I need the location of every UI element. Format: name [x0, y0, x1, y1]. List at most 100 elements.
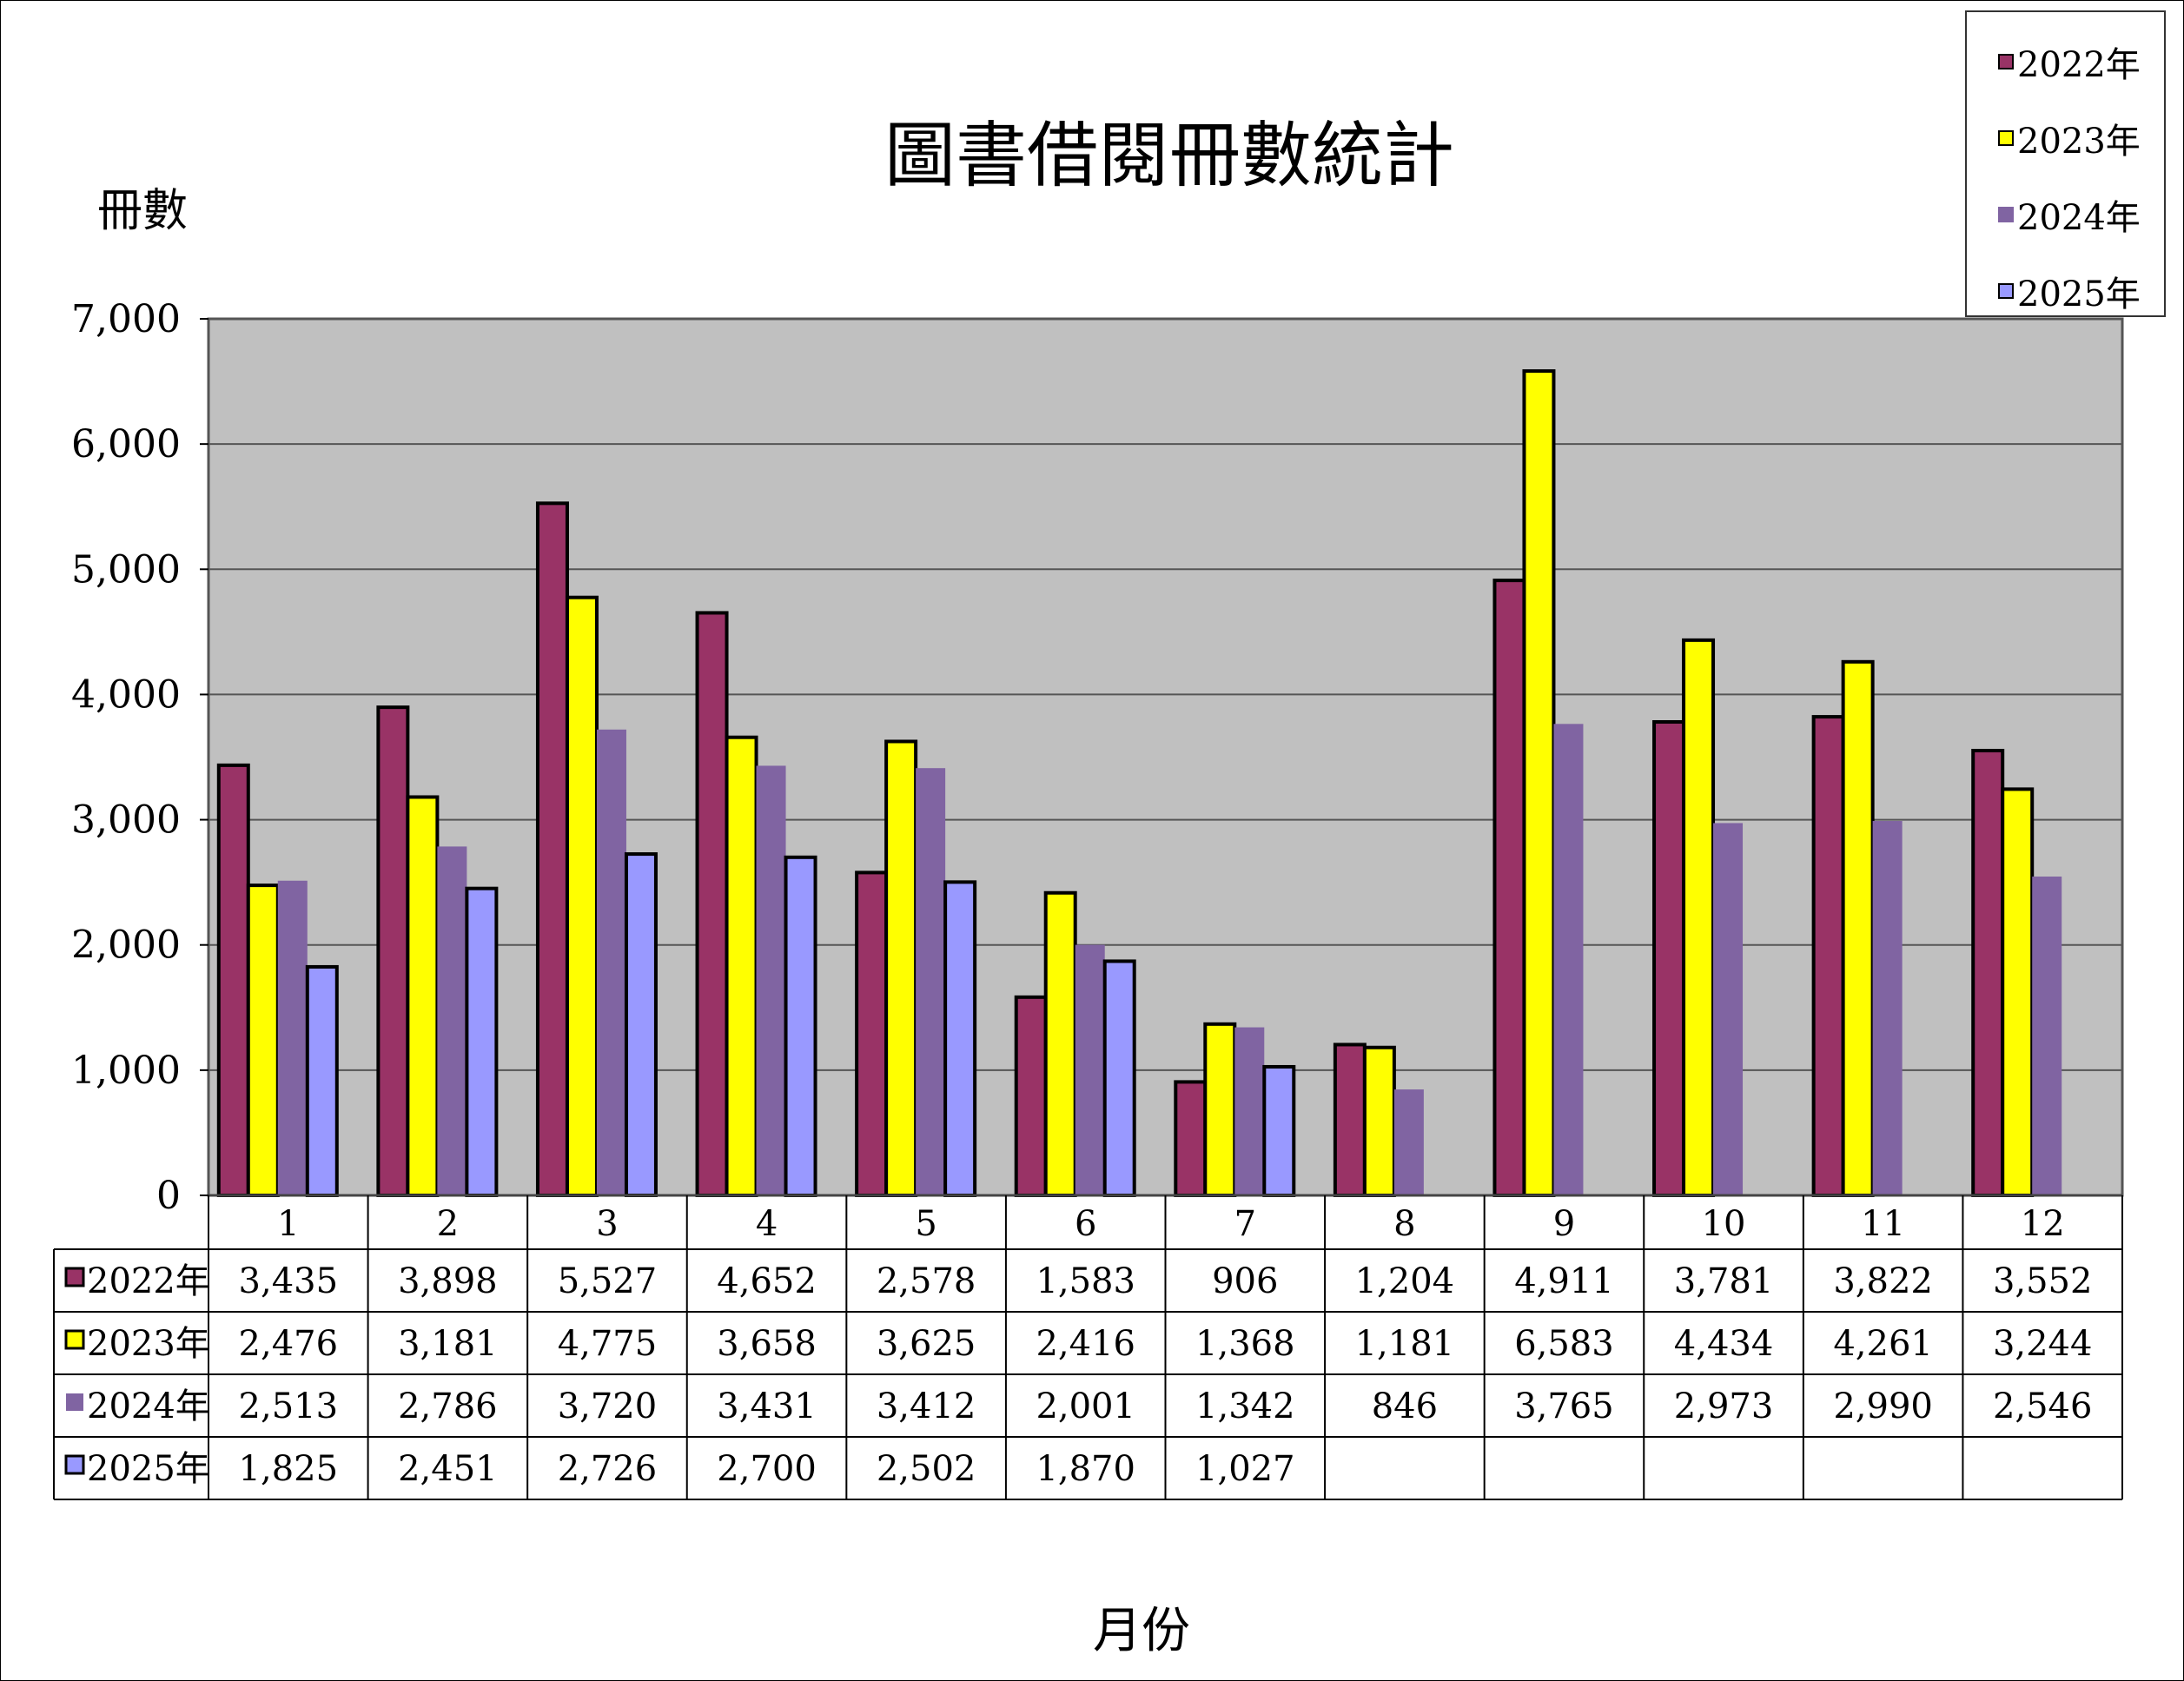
data-label: 3,898 — [398, 1261, 498, 1301]
data-label: 2,578 — [877, 1261, 976, 1301]
y-tick-label: 0 — [156, 1174, 181, 1218]
legend-label-2024: 2024年 — [2017, 198, 2141, 238]
bar-2024年-9 — [1553, 724, 1584, 1195]
y-tick-label: 1,000 — [71, 1049, 181, 1093]
table-series-label: 2024年 — [87, 1386, 210, 1426]
bar-2025年-5 — [943, 880, 977, 1197]
bar-2023年-1 — [246, 884, 280, 1197]
legend-swatch-2023 — [1998, 130, 2014, 146]
bar-2022年-4 — [695, 611, 729, 1197]
y-axis-label: 冊數 — [97, 185, 189, 237]
data-label: 1,027 — [1195, 1449, 1295, 1489]
table-series-label: 2025年 — [87, 1449, 210, 1489]
bar-2023年-6 — [1043, 890, 1077, 1197]
x-tick-label: 3 — [596, 1204, 618, 1244]
bar-2023年-2 — [406, 795, 440, 1197]
data-label: 2,416 — [1036, 1324, 1135, 1364]
data-label: 1,368 — [1195, 1324, 1295, 1364]
x-tick-label: 4 — [756, 1204, 778, 1244]
data-label: 3,435 — [239, 1261, 339, 1301]
bar-2024年-1 — [277, 880, 308, 1195]
x-tick-label: 6 — [1075, 1204, 1096, 1244]
data-label: 4,652 — [717, 1261, 817, 1301]
data-label: 906 — [1212, 1261, 1278, 1301]
x-tick-label: 1 — [277, 1204, 299, 1244]
x-tick-label: 9 — [1553, 1204, 1575, 1244]
data-label: 2,990 — [1833, 1386, 1933, 1426]
y-tick-label: 6,000 — [71, 422, 181, 467]
bar-2022年-12 — [1971, 749, 2005, 1197]
data-label: 5,527 — [558, 1261, 658, 1301]
x-axis-label: 月份 — [1093, 1603, 1190, 1659]
data-label: 1,204 — [1355, 1261, 1455, 1301]
data-label: 2,726 — [558, 1449, 658, 1489]
data-label: 2,786 — [398, 1386, 498, 1426]
legend-swatch-2024 — [1998, 207, 2014, 222]
bar-2023年-12 — [2001, 787, 2035, 1197]
bar-2022年-7 — [1174, 1080, 1208, 1198]
table-series-label: 2023年 — [87, 1324, 210, 1364]
data-label: 846 — [1372, 1386, 1438, 1426]
bar-2024年-5 — [916, 768, 946, 1195]
bar-2022年-1 — [216, 763, 250, 1197]
data-label: 3,822 — [1833, 1261, 1933, 1301]
legend-label-2022: 2022年 — [2017, 45, 2141, 85]
data-label: 4,911 — [1514, 1261, 1614, 1301]
x-tick-label: 7 — [1234, 1204, 1256, 1244]
data-label: 3,412 — [877, 1386, 976, 1426]
data-label: 3,781 — [1674, 1261, 1774, 1301]
data-label: 3,181 — [398, 1324, 498, 1364]
bar-2023年-8 — [1362, 1045, 1396, 1198]
bar-2025年-3 — [624, 852, 658, 1198]
bar-2023年-7 — [1203, 1022, 1237, 1198]
legend: 2022年 2023年 2024年 2025年 — [1965, 10, 2166, 317]
data-label: 1,870 — [1036, 1449, 1135, 1489]
bar-2023年-11 — [1841, 659, 1875, 1197]
bar-2025年-6 — [1102, 959, 1136, 1198]
table-legend-swatch — [64, 1329, 85, 1350]
bar-2024年-7 — [1234, 1027, 1265, 1195]
bar-2022年-11 — [1811, 715, 1845, 1197]
x-tick-label: 12 — [2021, 1204, 2065, 1244]
data-label: 6,583 — [1514, 1324, 1614, 1364]
bar-2025年-2 — [465, 886, 499, 1197]
table-series-label: 2022年 — [87, 1261, 210, 1301]
data-label: 1,342 — [1195, 1386, 1295, 1426]
bar-2024年-6 — [1075, 944, 1105, 1195]
data-label: 1,181 — [1355, 1324, 1455, 1364]
bar-2022年-5 — [855, 870, 889, 1197]
y-tick-label: 3,000 — [71, 798, 181, 843]
legend-item-2025: 2025年 — [1998, 269, 2141, 314]
data-label: 3,625 — [877, 1324, 976, 1364]
data-label: 3,552 — [1993, 1261, 2093, 1301]
bar-2024年-4 — [756, 765, 786, 1195]
bar-2023年-9 — [1522, 369, 1556, 1198]
bar-2022年-6 — [1014, 995, 1048, 1198]
data-label: 2,502 — [877, 1449, 976, 1489]
y-tick-label: 4,000 — [71, 672, 181, 717]
data-label: 4,434 — [1674, 1324, 1774, 1364]
bar-2023年-4 — [725, 735, 758, 1197]
table-legend-swatch — [64, 1454, 85, 1475]
bar-2022年-8 — [1333, 1042, 1367, 1198]
data-label: 2,513 — [239, 1386, 339, 1426]
legend-item-2022: 2022年 — [1998, 40, 2141, 85]
x-tick-label: 5 — [915, 1204, 936, 1244]
bar-2022年-10 — [1652, 719, 1686, 1197]
y-tick-label: 5,000 — [71, 547, 181, 592]
x-tick-label: 2 — [437, 1204, 459, 1244]
x-tick-label: 11 — [1861, 1204, 1905, 1244]
data-label: 1,583 — [1036, 1261, 1135, 1301]
data-label: 2,451 — [398, 1449, 498, 1489]
chart-title: 圖書借閱冊數統計 — [884, 115, 1454, 197]
bar-2022年-3 — [535, 501, 569, 1197]
data-label: 4,261 — [1833, 1324, 1933, 1364]
bar-2024年-3 — [596, 729, 626, 1195]
bar-2025年-1 — [305, 964, 339, 1198]
legend-label-2023: 2023年 — [2017, 122, 2141, 162]
bar-2022年-9 — [1492, 579, 1526, 1197]
data-label: 3,244 — [1993, 1324, 2093, 1364]
bar-2024年-11 — [1872, 821, 1903, 1195]
data-label: 1,825 — [239, 1449, 339, 1489]
